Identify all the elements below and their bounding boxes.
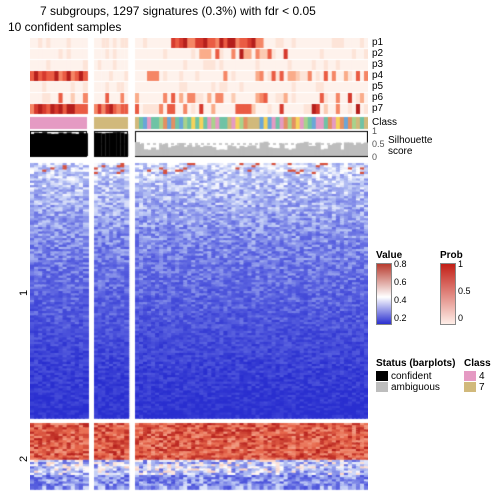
legend-tick: 0.8 (394, 259, 407, 269)
p-row-label: p7 (372, 103, 383, 114)
legend-value: Value 0.80.60.40.2 (376, 250, 402, 325)
signature-heatmap (30, 38, 368, 494)
legend-prob: Prob 10.50 (440, 250, 463, 325)
p-row-label: p2 (372, 48, 383, 59)
legend-tick: 0 (458, 313, 463, 323)
row-group-label: 2 (18, 455, 30, 461)
silhouette-label: Silhouette score (388, 135, 432, 157)
p-row-label: p1 (372, 37, 383, 48)
legend-class: Class 47 (464, 358, 491, 393)
legend-item: 4 (464, 371, 491, 382)
title-line-2: 10 confident samples (8, 20, 121, 34)
title-line-1: 7 subgroups, 1297 signatures (0.3%) with… (40, 4, 316, 18)
silhouette-tick: 1 (372, 126, 377, 136)
legend-tick: 1 (458, 259, 463, 269)
legend-tick: 0.6 (394, 277, 407, 287)
legend-tick: 0.4 (394, 295, 407, 305)
legend-class-title: Class (464, 358, 491, 369)
legend-tick: 0.2 (394, 313, 407, 323)
p-row-label: p4 (372, 70, 383, 81)
legend-item: 7 (464, 382, 491, 393)
legend-tick: 0.5 (458, 286, 471, 296)
p-row-label: p5 (372, 81, 383, 92)
silhouette-tick: 0.5 (372, 139, 385, 149)
p-row-label: p3 (372, 59, 383, 70)
p-row-label: p6 (372, 92, 383, 103)
row-group-label: 1 (18, 290, 30, 296)
silhouette-tick: 0 (372, 152, 377, 162)
